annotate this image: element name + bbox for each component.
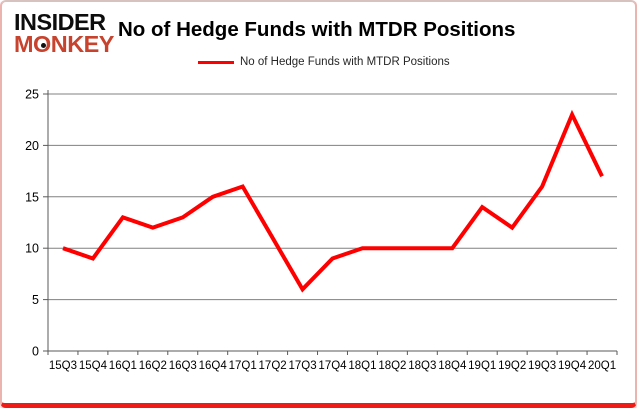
y-tick-label: 5 — [32, 293, 39, 307]
x-tick-label: 19Q4 — [558, 360, 587, 372]
monkey-eye-dot — [41, 43, 46, 48]
legend: No of Hedge Funds with MTDR Positions — [198, 56, 450, 68]
x-tick-label: 20Q1 — [588, 360, 616, 372]
series-line — [62, 109, 604, 293]
legend-line-icon — [198, 60, 234, 64]
x-tick-label: 18Q2 — [378, 360, 406, 372]
logo-line-monkey: MONKEY — [14, 30, 114, 57]
x-tick-label: 18Q4 — [438, 360, 467, 372]
x-tick-label: 17Q2 — [259, 360, 287, 372]
y-tick-label: 0 — [32, 345, 39, 359]
x-tick-label: 19Q1 — [468, 360, 496, 372]
x-tick-label: 18Q3 — [408, 360, 436, 372]
y-tick-label: 25 — [25, 88, 39, 102]
x-tick-label: 15Q3 — [49, 360, 77, 372]
legend-label: No of Hedge Funds with MTDR Positions — [240, 56, 450, 68]
x-tick-label: 16Q3 — [169, 360, 197, 372]
x-tick-label: 19Q2 — [498, 360, 526, 372]
x-tick-label: 15Q4 — [79, 360, 108, 372]
x-tick-label: 17Q4 — [318, 360, 347, 372]
x-tick-label: 18Q1 — [348, 360, 376, 372]
y-tick-label: 15 — [25, 190, 39, 204]
y-tick-label: 20 — [25, 139, 39, 153]
y-tick-label: 10 — [25, 242, 39, 256]
logo-line-insider: INSIDER — [14, 9, 106, 35]
x-tick-label: 17Q3 — [288, 360, 316, 372]
x-tick-label: 16Q2 — [139, 360, 167, 372]
x-tick-label: 16Q1 — [109, 360, 137, 372]
x-tick-label: 17Q1 — [229, 360, 257, 372]
page-title: No of Hedge Funds with MTDR Positions — [118, 18, 516, 41]
x-tick-label: 16Q4 — [199, 360, 228, 372]
x-tick-label: 19Q3 — [528, 360, 556, 372]
insider-monkey-logo: INSIDER MONKEY — [14, 9, 120, 57]
